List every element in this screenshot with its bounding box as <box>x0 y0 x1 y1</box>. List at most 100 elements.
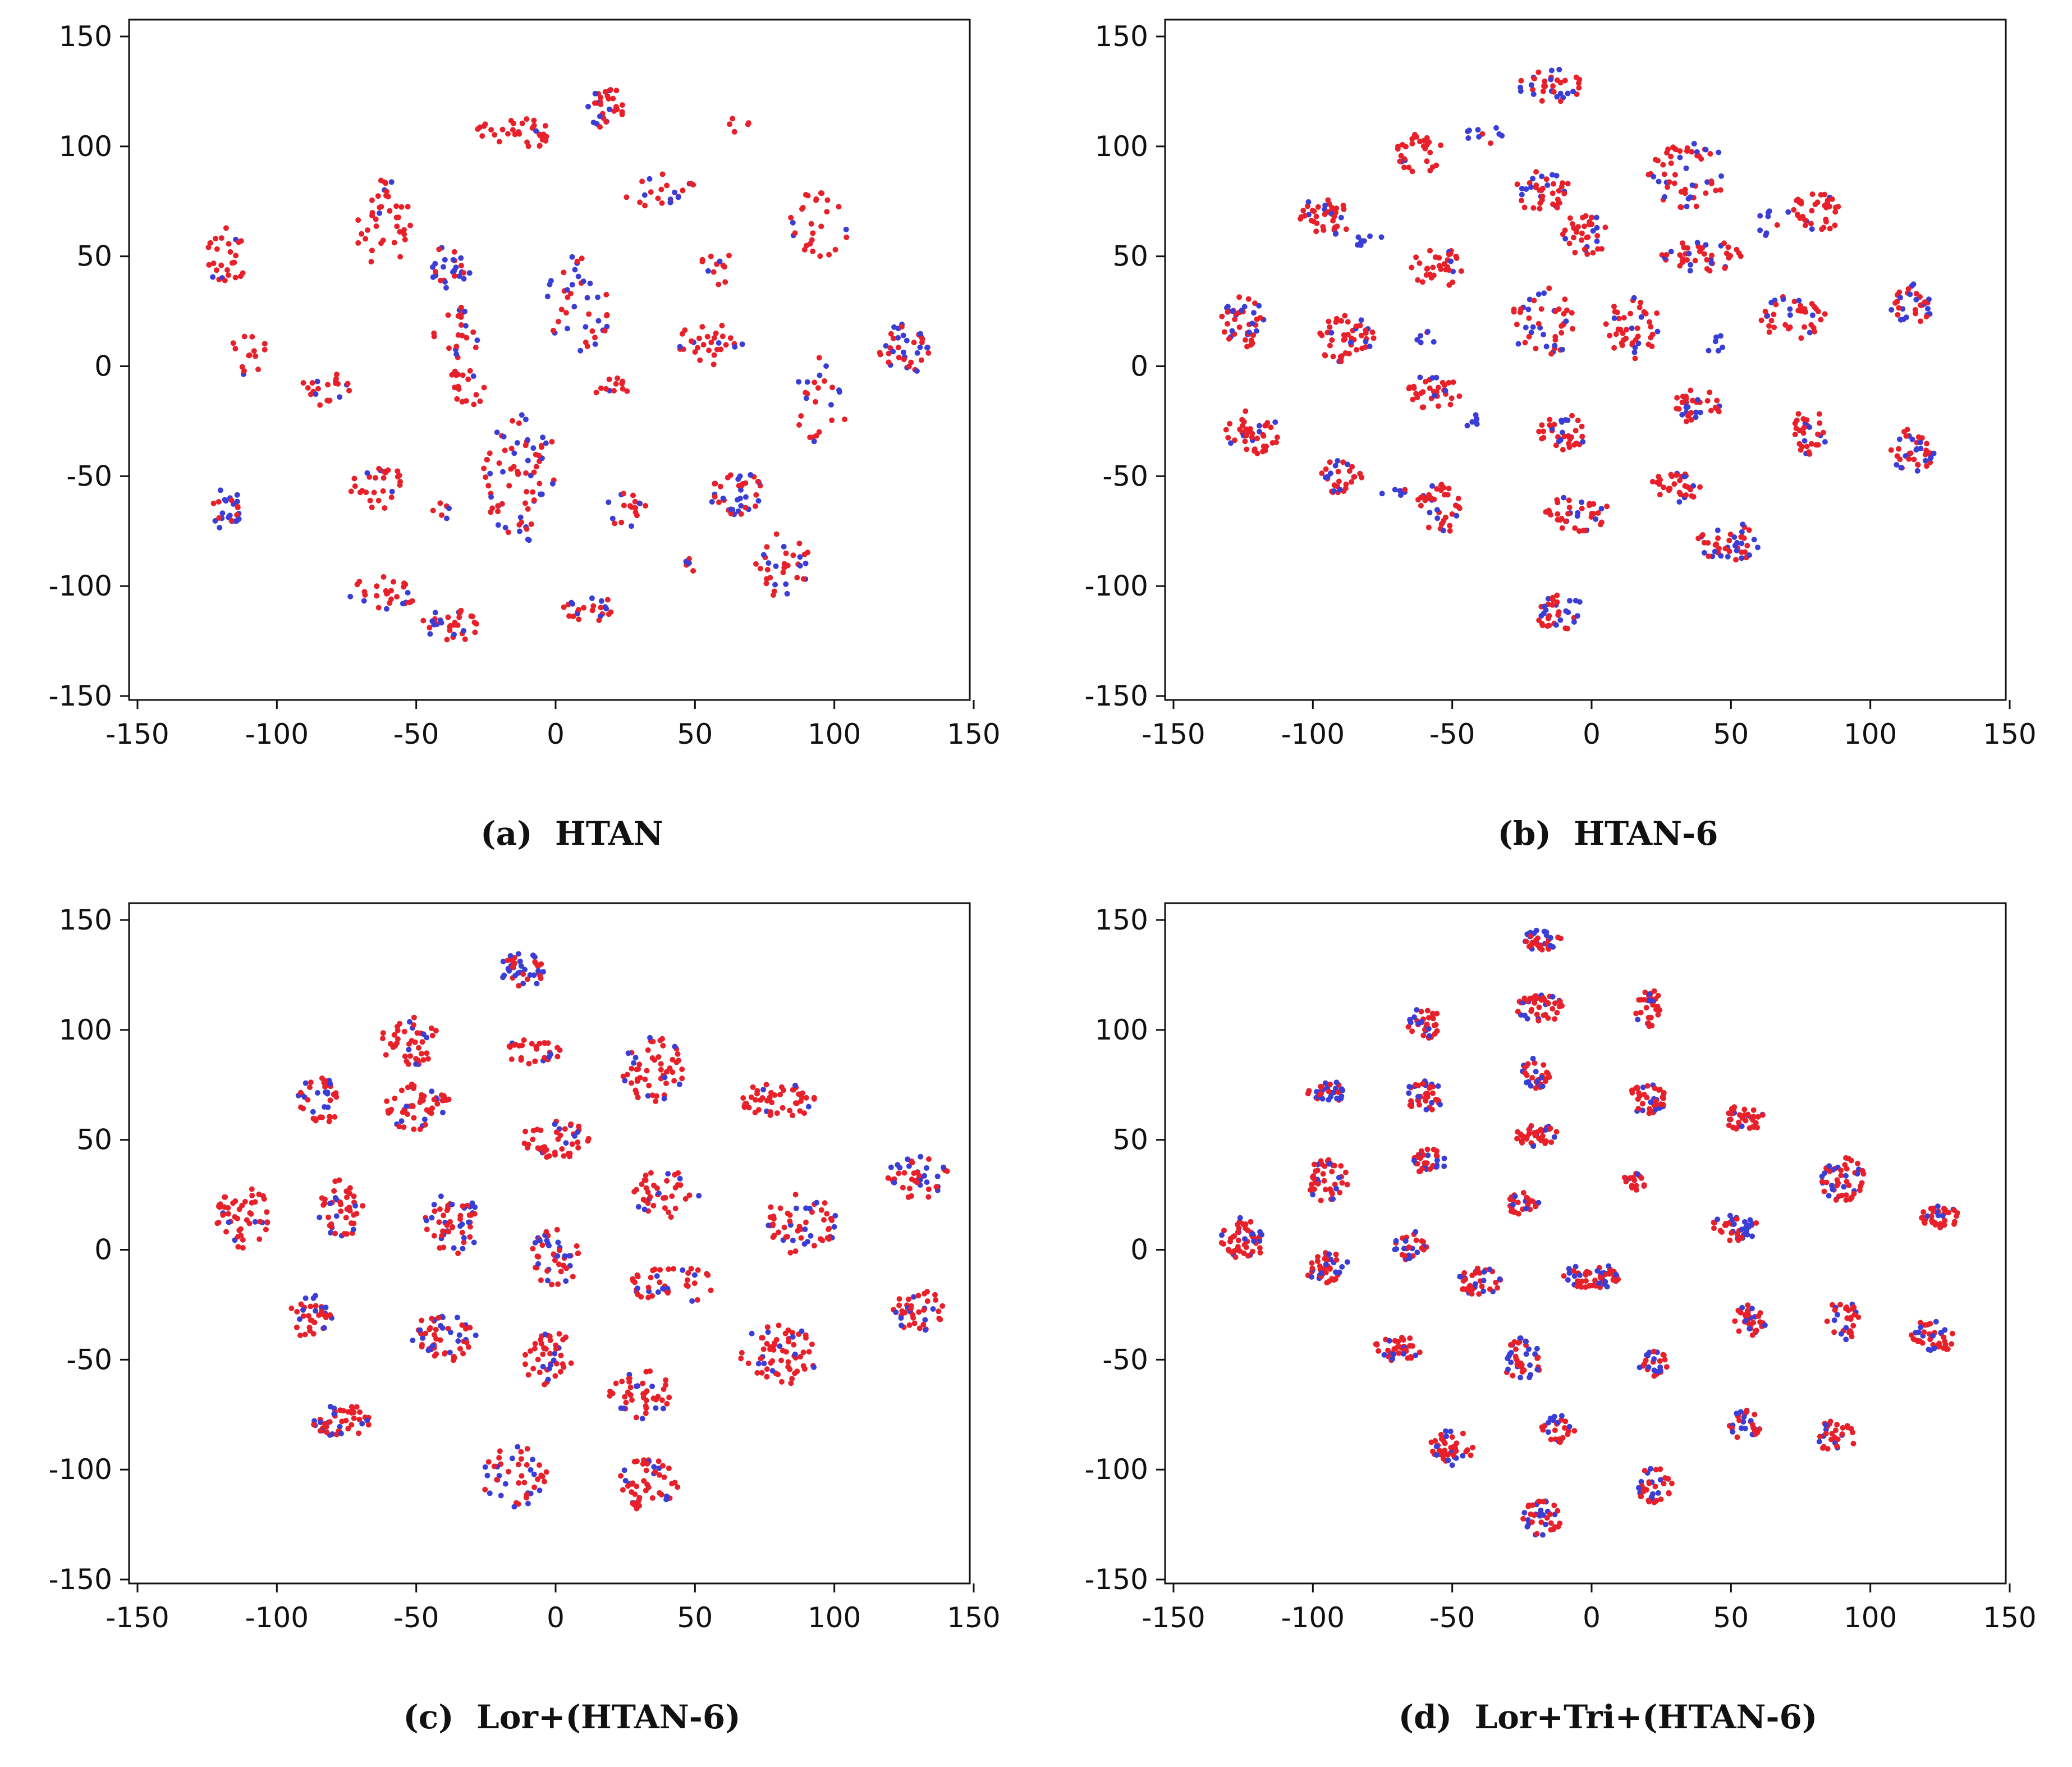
scatter-point-red <box>1629 1185 1635 1191</box>
scatter-point-red <box>1249 340 1255 346</box>
scatter-point-red <box>407 1053 414 1059</box>
scatter-point-blue <box>1703 242 1709 248</box>
scatter-point-red <box>475 126 481 132</box>
scatter-point-red <box>1424 158 1430 164</box>
scatter-point-red <box>505 529 511 535</box>
scatter-point-red <box>1589 214 1595 221</box>
scatter-point-red <box>349 1407 355 1413</box>
scatter-point-red <box>1815 442 1821 448</box>
scatter-point-red <box>524 139 530 145</box>
scatter-point-blue <box>1338 214 1344 221</box>
scatter-point-red <box>645 1047 651 1053</box>
scatter-point-red <box>885 1175 891 1181</box>
scatter-point-red <box>473 345 479 350</box>
scatter-point-red <box>1734 1232 1740 1238</box>
x-tick-label: 150 <box>1983 718 2036 750</box>
scatter-point-red <box>1554 1010 1560 1016</box>
scatter-point-red <box>1723 250 1730 257</box>
scatter-point-red <box>1274 434 1280 440</box>
scatter-point-blue <box>453 351 460 357</box>
scatter-point-red <box>1520 1190 1527 1196</box>
scatter-point-blue <box>1515 341 1521 347</box>
scatter-point-red <box>327 397 333 404</box>
scatter-point-blue <box>223 498 229 504</box>
scatter-point-red <box>1533 1085 1539 1091</box>
scatter-point-red <box>890 335 896 341</box>
scatter-point-red <box>218 262 224 268</box>
scatter-point-red <box>1896 305 1902 311</box>
scatter-point-red <box>401 1028 407 1034</box>
scatter-point-blue <box>1510 1202 1516 1208</box>
scatter-point-red <box>939 1303 946 1309</box>
scatter-point-red <box>764 576 770 582</box>
scatter-point-blue <box>327 1404 333 1409</box>
scatter-point-red <box>373 216 379 222</box>
scatter-point-red <box>1901 429 1907 435</box>
scatter-point-blue <box>575 1129 581 1135</box>
scatter-point-blue <box>1480 1278 1487 1284</box>
scatter-point-red <box>239 1202 245 1208</box>
scatter-point-blue <box>1528 329 1534 336</box>
scatter-point-red <box>1804 417 1810 423</box>
scatter-point-red <box>1922 1322 1928 1328</box>
scatter-point-red <box>531 497 537 503</box>
scatter-point-blue <box>1433 1452 1440 1458</box>
scatter-point-red <box>634 1076 640 1082</box>
scatter-point-red <box>1324 1280 1330 1286</box>
scatter-point-red <box>666 1465 672 1471</box>
scatter-point-blue <box>636 500 643 506</box>
scatter-point-red <box>1834 1422 1840 1427</box>
scatter-point-red <box>1657 492 1663 498</box>
scatter-point-blue <box>1807 424 1813 431</box>
scatter-point-red <box>331 1091 337 1097</box>
scatter-point-red <box>411 1014 417 1020</box>
scatter-point-red <box>383 588 389 594</box>
scatter-point-red <box>815 385 821 391</box>
scatter-point-red <box>912 1178 918 1184</box>
scatter-point-red <box>611 388 617 394</box>
scatter-point-red <box>1555 517 1561 523</box>
scatter-point-red <box>672 1480 678 1486</box>
scatter-point-blue <box>677 1175 683 1182</box>
scatter-point-blue <box>1593 516 1599 522</box>
scatter-point-red <box>518 1456 524 1462</box>
scatter-point-red <box>419 1039 425 1045</box>
scatter-point-red <box>586 311 592 317</box>
scatter-point-red <box>1834 1443 1840 1449</box>
scatter-point-red <box>538 1277 544 1283</box>
scatter-point-red <box>224 267 230 273</box>
scatter-point-red <box>808 221 814 227</box>
scatter-points <box>214 951 950 1512</box>
scatter-point-blue <box>1334 1096 1340 1102</box>
scatter-point-red <box>520 971 526 977</box>
scatter-point-blue <box>777 1343 783 1349</box>
scatter-point-red <box>643 1368 649 1375</box>
scatter-point-red <box>445 1205 451 1211</box>
scatter-point-red <box>1726 537 1732 543</box>
scatter-point-red <box>1636 1093 1643 1099</box>
scatter-point-red <box>225 272 231 278</box>
x-tick-label: -150 <box>106 718 169 750</box>
scatter-point-red <box>684 1277 690 1283</box>
scatter-point-red <box>383 1052 389 1058</box>
scatter-point-blue <box>1693 409 1699 415</box>
scatter-point-red <box>401 1124 407 1130</box>
scatter-point-red <box>533 464 539 470</box>
scatter-point-red <box>1455 496 1461 502</box>
scatter-point-red <box>750 1084 756 1090</box>
scatter-point-blue <box>1548 76 1554 83</box>
scatter-point-red <box>1888 447 1894 453</box>
scatter-point-red <box>660 1463 666 1469</box>
scatter-point-red <box>1301 213 1308 219</box>
scatter-point-red <box>708 340 714 346</box>
scatter-point-blue <box>512 973 518 979</box>
scatter-point-red <box>438 277 444 283</box>
scatter-point-blue <box>1397 488 1403 494</box>
scatter-point-red <box>1749 1422 1755 1428</box>
scatter-point-red <box>1324 329 1331 336</box>
scatter-point-blue <box>1333 1185 1339 1192</box>
scatter-point-red <box>1924 463 1929 469</box>
scatter-point-red <box>708 1287 714 1293</box>
scatter-point-red <box>803 1095 809 1101</box>
